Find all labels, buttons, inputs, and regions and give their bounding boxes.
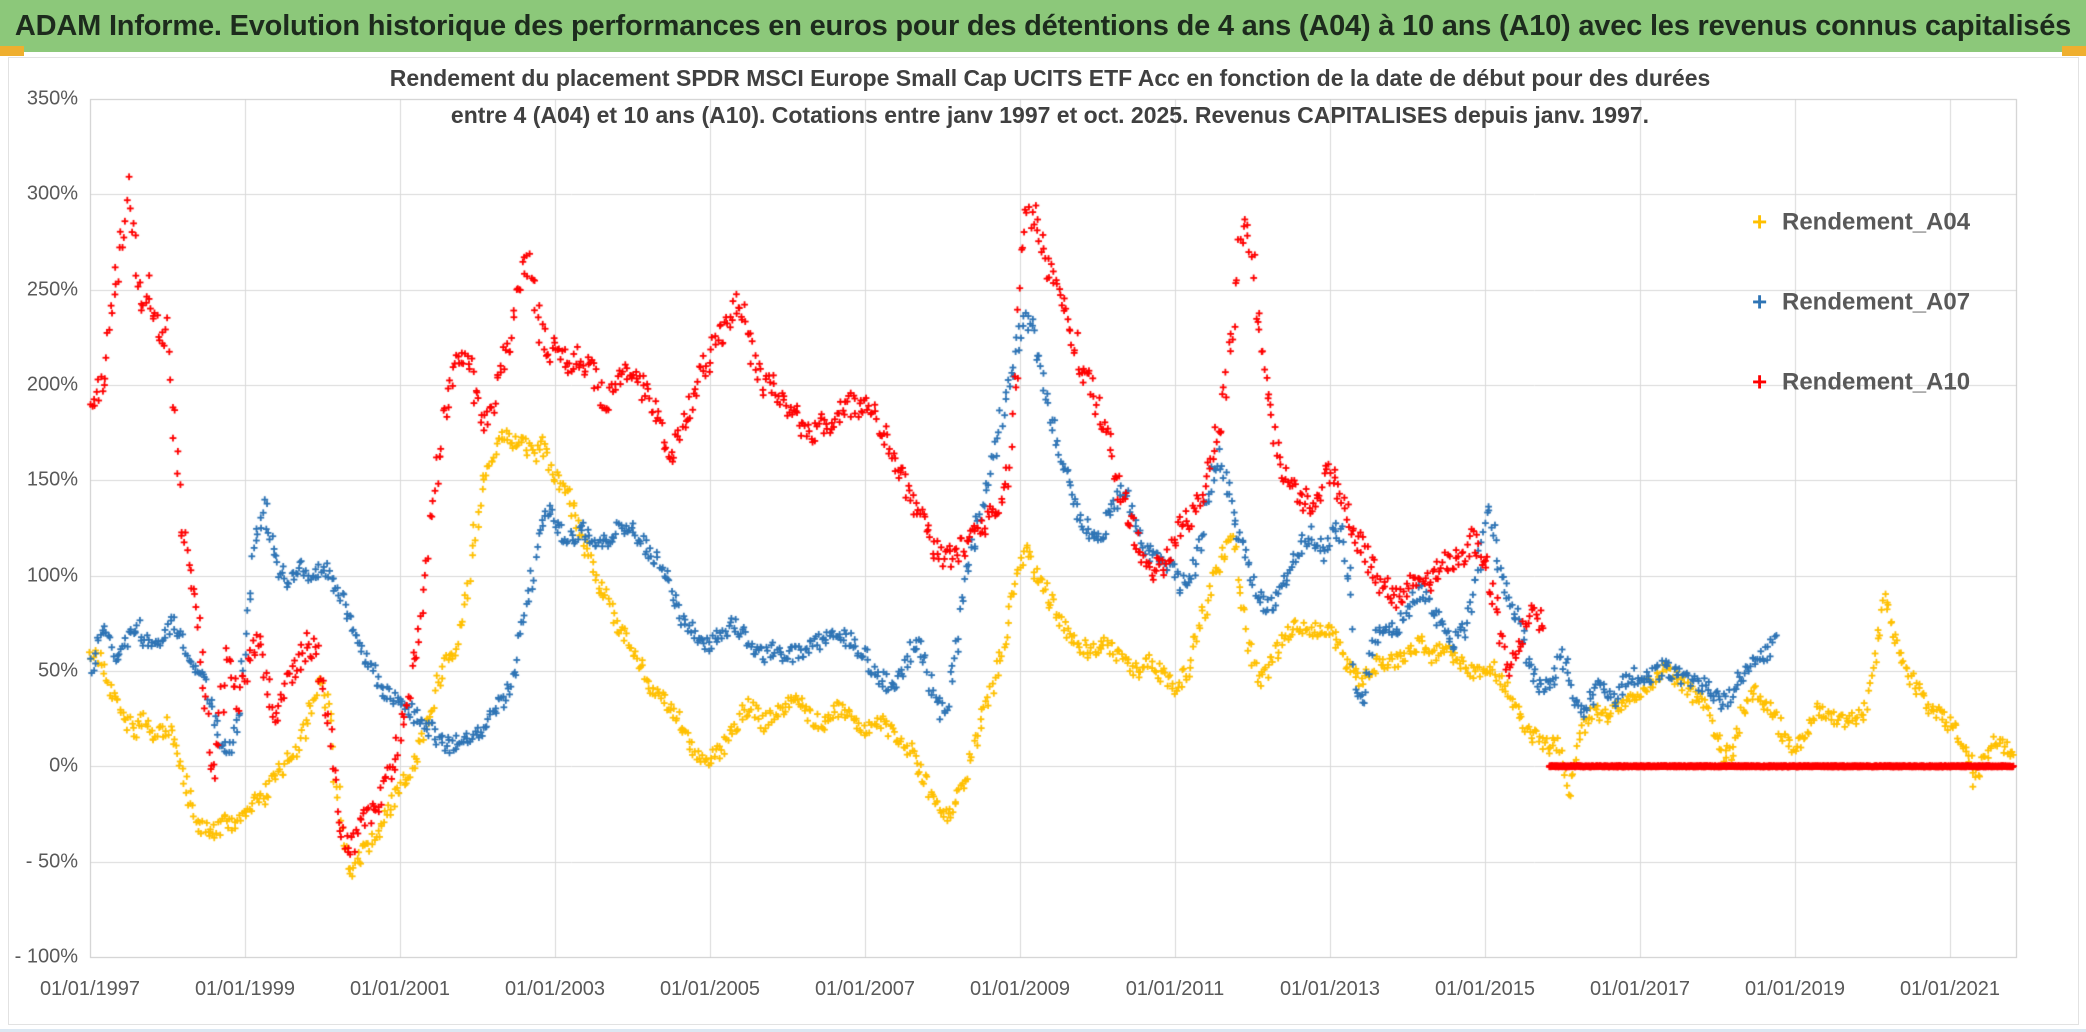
x-tick-label: 01/01/2011 (1125, 978, 1225, 1000)
legend-label: Rendement_A07 (1782, 288, 1971, 315)
x-tick-label: 01/01/2017 (1589, 978, 1691, 1000)
legend-label: Rendement_A10 (1782, 368, 1971, 395)
x-tick-label: 01/01/2015 (1434, 978, 1536, 1000)
x-tick-label: 01/01/2001 (349, 978, 451, 1000)
chart-title-line2: entre 4 (A04) et 10 ans (A10). Cotations… (450, 102, 1650, 128)
x-tick-label: 01/01/2007 (814, 978, 916, 1000)
chart-title: Rendement du placement SPDR MSCI Europe … (300, 60, 1800, 134)
x-tick-label: 01/01/1997 (39, 978, 141, 1000)
x-tick-label: 01/01/1999 (194, 978, 296, 1000)
legend-item-rendement_a10: + Rendement_A10 (1752, 367, 1970, 398)
chart-title-line1: Rendement du placement SPDR MSCI Europe … (389, 65, 1711, 91)
y-tick-label: 100% (26, 564, 78, 587)
legend-plus-marker-icon: + (1752, 366, 1768, 397)
x-tick-label: 01/01/2013 (1279, 978, 1381, 1000)
bottom-edge-strip (0, 1029, 2086, 1032)
legend-item-rendement_a07: + Rendement_A07 (1752, 287, 1970, 318)
y-tick-label: - 50% (25, 850, 78, 873)
x-tick-label: 01/01/2021 (1899, 978, 2001, 1000)
x-tick-label: 01/01/2019 (1744, 978, 1846, 1000)
y-tick-label: 50% (37, 659, 78, 682)
y-tick-label: 250% (26, 278, 78, 301)
y-tick-label: 350% (26, 87, 78, 110)
x-tick-label: 01/01/2009 (969, 978, 1071, 1000)
y-tick-label: 200% (26, 373, 78, 396)
legend-plus-marker-icon: + (1752, 206, 1768, 237)
x-tick-label: 01/01/2003 (504, 978, 606, 1000)
legend-label: Rendement_A04 (1782, 208, 1971, 235)
legend-plus-marker-icon: + (1752, 286, 1768, 317)
legend-item-rendement_a04: + Rendement_A04 (1752, 207, 1970, 238)
y-tick-label: - 100% (14, 945, 78, 968)
y-tick-label: 300% (26, 182, 78, 205)
x-tick-label: 01/01/2005 (659, 978, 761, 1000)
y-tick-label: 150% (26, 468, 78, 491)
y-tick-label: 0% (49, 754, 78, 777)
